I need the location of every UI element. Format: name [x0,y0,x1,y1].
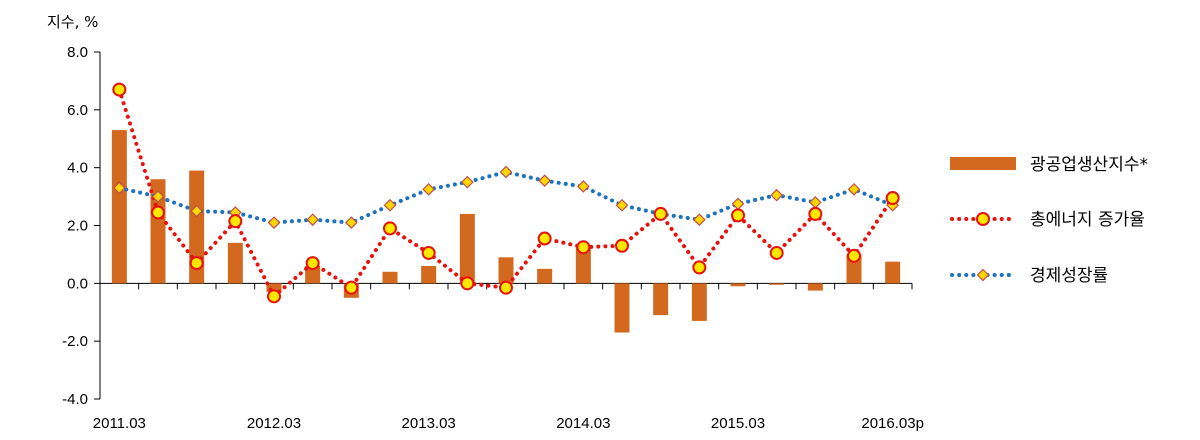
gdp-growth-point [306,213,320,227]
x-tick-label: 2012.03 [247,415,301,432]
legend-swatch-production-index [950,157,1016,170]
y-tick-label: 2.0 [67,218,88,235]
gdp-growth-point [383,198,397,212]
energy-growth-point [537,231,552,246]
legend-label-energy-growth: 총에너지 증가율 [1030,210,1145,230]
gdp-growth-point [151,190,165,203]
energy-growth-point [228,214,243,229]
energy-growth-point [344,280,359,295]
plot-area: 8.0 6.0 4.0 2.0 0.0 -2.0 -4.0 2011.03 2012.03 201… [62,44,924,432]
gdp-growth-point [422,183,436,196]
y-axis-unit-label: 지수, % [47,13,98,31]
energy-growth-point [112,82,127,97]
y-tick-label: -4.0 [62,391,88,408]
energy-growth-point [692,260,707,275]
gdp-growth-point [692,213,706,227]
y-tick-label: 6.0 [67,102,88,119]
energy-growth-point [151,205,165,220]
gdp-growth-point [731,197,745,211]
energy-growth-point [383,221,397,236]
bar-mark [885,261,901,284]
gdp-growth-line [117,169,895,225]
energy-growth-point [576,240,591,255]
gdp-growth-point [460,175,474,189]
legend-swatch-energy-marker [976,212,990,226]
bar-mark [730,283,746,287]
bar-mark [537,268,553,284]
energy-growth-point [189,256,204,271]
gdp-growth-point [770,188,784,202]
gdp-growth-point [112,181,126,195]
energy-growth-point [499,280,513,295]
gdp-growth-point [615,198,629,212]
energy-growth-point [847,248,861,263]
energy-growth-point [267,289,281,304]
gdp-growth-point [499,165,513,179]
x-tick-label: 2015.03 [711,415,765,432]
energy-growth-point [305,256,320,271]
x-tick-label: 2011.03 [93,415,146,432]
y-tick-label: 4.0 [67,160,88,177]
gdp-growth-point [190,204,204,218]
energy-growth-point [653,206,668,221]
energy-growth-point [460,276,475,291]
bar-mark [498,257,514,284]
bar-mark [575,245,591,284]
x-tick-label: 2013.03 [402,415,456,432]
bar-mark [382,271,398,284]
energy-growth-point [808,206,823,221]
bar-mark [421,265,437,284]
x-tick-label: 2016.03p [861,415,924,432]
bar-mark [653,283,669,316]
bar-mark [305,265,321,284]
energy-growth-point [731,208,745,223]
gdp-growth-point [538,174,552,188]
bar-mark [266,283,282,293]
gdp-growth-point [847,183,861,196]
x-tick-label: 2014.03 [556,415,610,432]
energy-growth-point [421,245,436,260]
legend-swatch-gdp-marker [976,268,990,282]
gdp-growth-point [267,216,281,229]
bar-mark [227,242,243,284]
legend-label-production-index: 광공업생산지수* [1030,155,1148,175]
bar-mark [614,283,630,333]
gdp-growth-point [576,180,590,193]
bar-mark [691,283,707,321]
legend-label-gdp-growth: 경제성장률 [1030,266,1108,286]
bar-mark [769,283,785,285]
y-tick-label: 8.0 [67,44,88,61]
energy-growth-point [615,238,629,253]
gdp-growth-point [344,216,358,229]
energy-growth-point [769,245,784,260]
y-tick-label: 0.0 [67,275,88,292]
bar-mark [459,213,475,284]
energy-growth-point [885,191,900,206]
bar-mark [111,130,127,284]
bar-mark [807,283,823,291]
gdp-growth-point [808,196,822,209]
y-tick-label: -2.0 [62,333,88,350]
energy-growth-line [117,87,895,300]
